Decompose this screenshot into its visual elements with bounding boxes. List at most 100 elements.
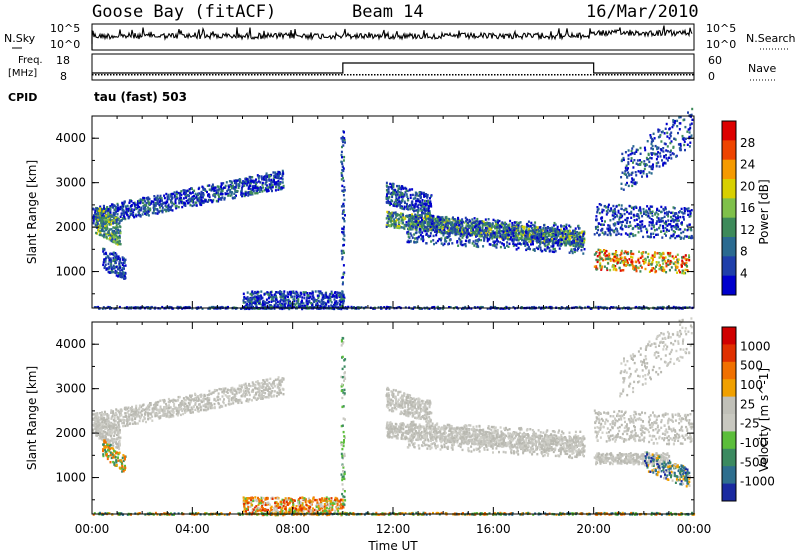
data-point xyxy=(631,147,633,149)
data-point xyxy=(628,225,630,227)
date-title: 16/Mar/2010 xyxy=(586,2,699,22)
freq-label: Freq. xyxy=(18,55,43,66)
data-point xyxy=(394,191,396,193)
data-point xyxy=(186,200,188,202)
data-point xyxy=(553,244,555,246)
data-point xyxy=(445,216,447,218)
data-point xyxy=(506,245,508,247)
data-point xyxy=(450,232,452,234)
data-point xyxy=(167,196,169,198)
data-point xyxy=(102,217,104,219)
data-point xyxy=(465,220,467,222)
data-point xyxy=(637,266,639,268)
nave-point xyxy=(122,74,124,76)
data-point xyxy=(656,252,658,254)
data-point xyxy=(425,218,427,220)
data-point xyxy=(154,198,156,200)
data-point xyxy=(98,216,100,218)
data-point xyxy=(627,262,629,264)
data-point xyxy=(197,193,199,195)
data-point xyxy=(624,213,626,215)
data-point xyxy=(389,216,391,218)
nave-point xyxy=(515,74,517,76)
data-point xyxy=(429,235,431,237)
data-point xyxy=(108,257,110,259)
data-point xyxy=(107,232,109,234)
data-point xyxy=(253,190,255,192)
data-point xyxy=(656,261,658,263)
data-point xyxy=(481,227,483,229)
data-point xyxy=(228,186,230,188)
data-point xyxy=(434,222,436,224)
data-point xyxy=(685,269,687,271)
data-point xyxy=(562,235,564,237)
data-point xyxy=(474,232,476,234)
data-point xyxy=(250,180,252,182)
data-point xyxy=(493,242,495,244)
data-point xyxy=(627,163,629,165)
nave-point xyxy=(449,74,451,76)
data-point xyxy=(265,183,267,185)
data-point xyxy=(670,154,672,156)
data-point xyxy=(105,208,107,210)
data-point xyxy=(507,238,509,240)
data-point xyxy=(576,249,578,251)
data-point xyxy=(463,229,465,231)
data-point xyxy=(637,214,639,216)
data-point xyxy=(550,234,552,236)
data-point xyxy=(389,224,391,226)
data-point xyxy=(445,224,447,226)
nave-point xyxy=(485,74,487,76)
data-point xyxy=(614,223,616,225)
data-point xyxy=(426,196,428,198)
data-point xyxy=(481,229,483,231)
data-point xyxy=(510,236,512,238)
nave-point xyxy=(113,74,115,76)
data-point xyxy=(408,236,410,238)
data-point xyxy=(638,231,640,233)
data-point xyxy=(652,211,654,213)
nave-point xyxy=(146,74,148,76)
data-point xyxy=(599,259,601,261)
data-point xyxy=(621,204,623,206)
data-point xyxy=(246,184,248,186)
data-point xyxy=(461,225,463,227)
data-point xyxy=(632,166,634,168)
data-point xyxy=(191,200,193,202)
nave-point xyxy=(458,74,460,76)
nave-point xyxy=(461,74,463,76)
data-point xyxy=(503,231,505,233)
data-point xyxy=(662,262,664,264)
nave-point xyxy=(347,74,349,76)
data-point xyxy=(641,175,643,177)
freq-trace xyxy=(92,63,694,76)
data-point xyxy=(460,235,462,237)
data-point xyxy=(551,230,553,232)
nave-point xyxy=(536,74,538,76)
data-point xyxy=(489,222,491,224)
nave-point xyxy=(566,74,568,76)
data-point xyxy=(220,193,222,195)
data-point xyxy=(649,221,651,223)
data-point xyxy=(543,224,545,226)
data-point xyxy=(420,197,422,199)
data-point xyxy=(459,229,461,231)
data-point xyxy=(650,212,652,214)
data-point xyxy=(631,150,633,152)
data-point xyxy=(595,215,597,217)
data-point xyxy=(204,199,206,201)
data-point xyxy=(447,243,449,245)
data-point xyxy=(667,150,669,152)
data-point xyxy=(684,149,686,151)
data-point xyxy=(152,201,154,203)
data-point xyxy=(677,266,679,268)
data-point xyxy=(429,212,431,214)
data-point xyxy=(626,211,628,213)
data-point xyxy=(520,221,522,223)
data-point xyxy=(628,154,630,156)
data-point xyxy=(665,154,667,156)
nave-point xyxy=(473,74,475,76)
data-point xyxy=(463,231,465,233)
data-point xyxy=(428,205,430,207)
data-point xyxy=(606,250,608,252)
